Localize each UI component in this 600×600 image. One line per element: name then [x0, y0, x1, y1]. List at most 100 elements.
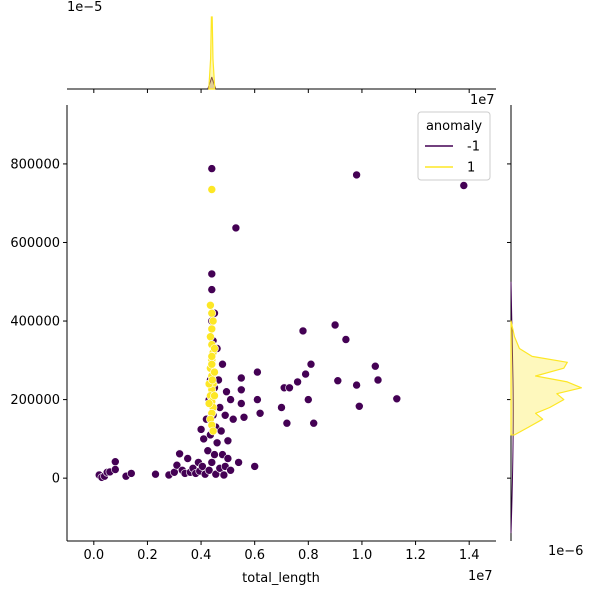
scatter-point — [392, 394, 402, 404]
scatter-point — [210, 450, 219, 459]
scatter-point — [207, 185, 217, 194]
scatter-point — [333, 376, 343, 386]
scatter-point — [207, 269, 217, 279]
scatter-point — [206, 300, 215, 310]
scatter-point — [234, 458, 243, 467]
scatter-point — [370, 361, 380, 371]
main-scatter-axes: 0.0 0.2 0.4 0.6 0.8 1.0 1.2 1.4 0 200000 400000 600… — [10, 105, 496, 563]
scatter-point — [293, 377, 302, 387]
x-offset-label-bottom: 1e7 — [468, 569, 493, 584]
scatter-point — [208, 426, 218, 436]
scatter-point — [352, 380, 361, 390]
top-density-anomaly-1 — [208, 16, 216, 90]
scatter-point — [207, 359, 217, 369]
scatter-point — [222, 387, 231, 397]
x-tick-label: 1.2 — [405, 548, 426, 563]
x-tick-label: 0.2 — [137, 548, 158, 563]
scatter-point — [330, 320, 340, 330]
scatter-point — [237, 373, 246, 383]
y-tick-label: 600000 — [10, 236, 60, 251]
right-density-anomaly--1 — [510, 281, 514, 534]
scatter-point — [301, 369, 310, 379]
scatter-point — [172, 460, 182, 470]
x-tick-label: 1.0 — [352, 548, 373, 563]
scatter-point — [352, 170, 361, 180]
scatter-point — [207, 285, 217, 294]
scatter-point — [170, 467, 179, 477]
scatter-point — [341, 335, 351, 344]
scatter-point — [373, 375, 383, 385]
scatter-point — [228, 414, 238, 424]
scatter-point — [255, 408, 265, 418]
scatter-point — [127, 469, 136, 478]
x-tick-label: 0.8 — [298, 548, 319, 563]
scatter-point — [206, 332, 215, 342]
y-tick-label: 400000 — [10, 315, 60, 330]
x-tick-label: 0.0 — [83, 548, 104, 563]
scatter-point — [111, 457, 120, 467]
scatter-point — [306, 359, 316, 369]
scatter-point — [207, 352, 217, 361]
legend-title: anomaly — [426, 119, 482, 134]
scatter-point — [459, 181, 469, 190]
scatter-point — [151, 469, 160, 479]
scatter-point — [111, 465, 120, 474]
scatter-point — [183, 454, 192, 463]
scatter-point — [210, 367, 219, 377]
x-tick-label: 0.4 — [191, 548, 212, 563]
scatter-point — [216, 426, 226, 436]
legend-label--1: -1 — [467, 140, 480, 155]
legend-label-1: 1 — [467, 161, 475, 176]
scatter-point — [220, 410, 230, 420]
scatter-point — [210, 391, 219, 401]
legend: anomaly -1 1 — [417, 111, 491, 181]
scatter-point — [207, 164, 217, 173]
scatter-point — [199, 434, 208, 444]
scatter-point — [204, 465, 214, 475]
scatter-point — [303, 395, 313, 404]
scatter-point — [231, 223, 241, 233]
right-marginal-plot — [507, 105, 582, 541]
scatter-point — [208, 375, 217, 385]
scatter-point — [198, 462, 207, 471]
scatter-point — [207, 308, 217, 318]
scatter-point — [253, 395, 262, 404]
scatter-point — [219, 470, 229, 480]
scatter-point — [277, 403, 286, 412]
y-tick-label: 800000 — [10, 157, 60, 172]
scatter-point — [218, 359, 227, 369]
x-axis-label: total_length — [242, 571, 320, 586]
scatter-point — [208, 316, 218, 326]
scatter-point — [226, 465, 235, 475]
scatter-point — [253, 367, 262, 377]
right-offset-label: 1e−6 — [548, 544, 583, 559]
top-offset-label: 1e−5 — [67, 0, 102, 15]
scatter-point — [309, 418, 319, 428]
scatter-point — [298, 326, 308, 336]
scatter-point — [239, 412, 249, 422]
y-tick-label: 0 — [52, 472, 60, 487]
scatter-point — [196, 425, 206, 434]
scatter-point — [175, 449, 184, 459]
x-tick-label: 0.6 — [244, 548, 265, 563]
scatter-series-1 — [204, 185, 219, 436]
scatter-point — [354, 401, 364, 411]
scatter-point — [223, 436, 233, 446]
scatter-point — [207, 458, 217, 467]
x-tick-label: 1.4 — [459, 548, 480, 563]
scatter-point — [285, 383, 294, 393]
scatter-point — [237, 385, 246, 395]
x-offset-label: 1e7 — [470, 93, 495, 108]
scatter-point — [207, 324, 217, 334]
legend-frame — [417, 111, 491, 181]
right-density-anomaly-1 — [510, 320, 582, 436]
scatter-point — [212, 438, 222, 448]
scatter-point — [237, 399, 246, 408]
scatter-point — [223, 454, 233, 463]
y-tick-label: 200000 — [10, 393, 60, 408]
scatter-point — [210, 344, 219, 353]
scatter-point — [203, 446, 213, 456]
scatter-point — [282, 418, 292, 428]
